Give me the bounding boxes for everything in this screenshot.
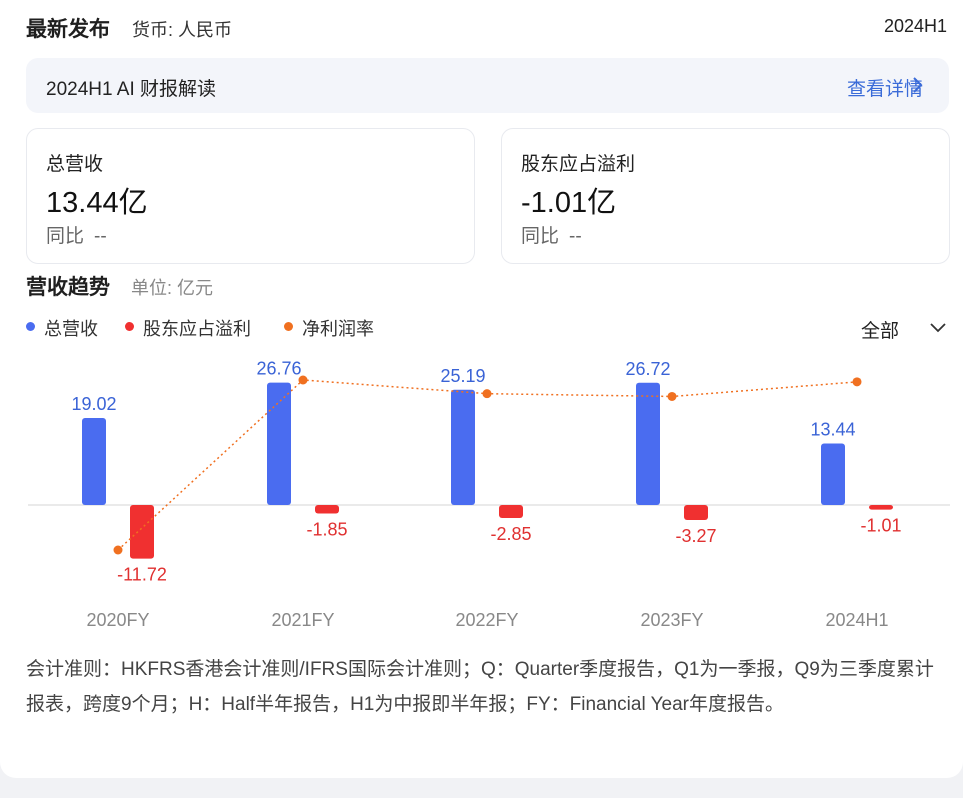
accounting-footnote: 会计准则：HKFRS香港会计准则/IFRS国际会计准则；Q：Quarter季度报… (26, 659, 934, 715)
margin-line (117, 379, 858, 551)
revenue-trend-section: 营收趋势 单位: 亿元 (26, 271, 213, 301)
revenue-bar (636, 382, 660, 505)
revenue-bar (82, 417, 106, 505)
profit-bar (130, 505, 154, 559)
profit-bar (499, 505, 523, 519)
unit-label: 单位: 亿元 (131, 278, 214, 298)
legend-dot-icon (284, 322, 293, 331)
range-selector[interactable]: 全部 (857, 315, 947, 342)
metric-name: 总营收 (46, 154, 104, 175)
x-axis-tick-label: 2021FY (271, 610, 334, 630)
x-axis-tick-label: 2020FY (86, 610, 149, 630)
metric-value: 13.44亿 (46, 187, 148, 219)
metric-yoy: 同比 -- (46, 221, 107, 248)
chevron-right-icon[interactable] (907, 75, 927, 95)
profit-data-label: -1.85 (306, 519, 347, 539)
yoy-value: -- (94, 226, 107, 247)
revenue-bar (821, 443, 845, 505)
profit-data-label: -11.72 (117, 565, 167, 585)
margin-point (667, 391, 677, 401)
metric-card-revenue: 总营收 13.44亿 同比 -- (26, 128, 475, 264)
profit-data-label: -1.01 (860, 516, 901, 536)
revenue-data-label: 13.44 (810, 420, 855, 440)
revenue-data-label: 25.19 (440, 366, 485, 386)
revenue-data-label: 19.02 (71, 394, 116, 414)
margin-point (298, 375, 308, 385)
report-period: 2024H1 (883, 16, 947, 36)
financial-report-card: 最新发布 货币: 人民币 2024H1 2024H1 AI 财报解读 查看详情 … (0, 0, 963, 778)
margin-point (113, 545, 123, 555)
yoy-label: 同比 (521, 226, 560, 247)
revenue-trend-chart: 19.02 -11.72 2020FY 26.76 -1.85 2021FY 25.19 -2… (28, 359, 950, 630)
profit-bar (315, 505, 339, 514)
metric-name: 股东应占溢利 (521, 154, 636, 175)
card-header: 最新发布 货币: 人民币 2024H1 (26, 13, 947, 43)
metric-value: -1.01亿 (521, 187, 617, 219)
view-details-link[interactable]: 查看详情 (846, 79, 923, 100)
profit-bar (869, 505, 893, 510)
margin-point (482, 389, 492, 399)
yoy-value: -- (569, 226, 582, 247)
range-selector-value: 全部 (861, 321, 900, 342)
currency-label: 货币: 人民币 (132, 20, 233, 40)
x-axis-tick-label: 2022FY (455, 610, 518, 630)
profit-data-label: -2.85 (490, 524, 531, 544)
section-title: 营收趋势 (26, 276, 110, 299)
chevron-down-icon (930, 323, 946, 333)
ai-report-bar[interactable]: 2024H1 AI 财报解读 查看详情 (26, 58, 949, 113)
legend-label: 股东应占溢利 (143, 319, 251, 339)
profit-data-label: -3.27 (675, 526, 716, 546)
yoy-label: 同比 (46, 226, 85, 247)
card-title: 最新发布 (26, 18, 110, 41)
revenue-data-label: 26.76 (256, 359, 301, 379)
revenue-bar (451, 389, 475, 505)
legend-dot-icon (125, 322, 134, 331)
legend-label: 总营收 (44, 319, 98, 339)
revenue-data-label: 26.72 (625, 359, 670, 379)
metric-yoy: 同比 -- (521, 221, 582, 248)
margin-point (852, 377, 862, 387)
metric-card-profit: 股东应占溢利 -1.01亿 同比 -- (501, 128, 950, 264)
profit-bar (684, 505, 708, 520)
legend-dot-icon (26, 322, 35, 331)
legend-label: 净利润率 (302, 319, 374, 339)
revenue-bar (267, 382, 291, 505)
x-axis-tick-label: 2024H1 (825, 610, 888, 630)
ai-report-label: 2024H1 AI 财报解读 (46, 79, 217, 100)
x-axis-tick-label: 2023FY (640, 610, 703, 630)
